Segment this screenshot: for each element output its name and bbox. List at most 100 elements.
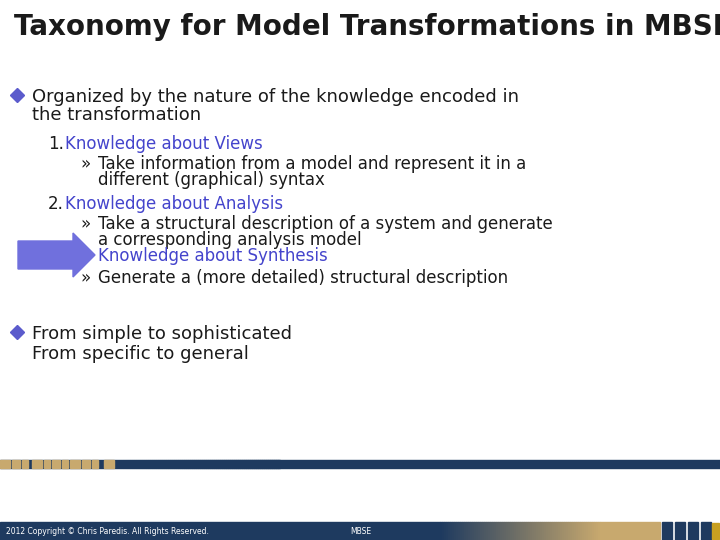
Bar: [268, 460, 270, 468]
Bar: [32, 460, 42, 468]
Bar: [154, 460, 156, 468]
Text: Knowledge about Views: Knowledge about Views: [65, 135, 263, 153]
Text: Take information from a model and represent it in a: Take information from a model and repres…: [98, 155, 526, 173]
Bar: [144, 460, 146, 468]
Bar: [252, 460, 254, 468]
Bar: [488, 522, 490, 540]
Bar: [196, 460, 198, 468]
Bar: [480, 522, 482, 540]
Bar: [232, 460, 234, 468]
Bar: [580, 522, 582, 540]
Bar: [544, 522, 546, 540]
Bar: [594, 522, 596, 540]
Text: 2012 Copyright © Chris Paredis. All Rights Reserved.: 2012 Copyright © Chris Paredis. All Righ…: [6, 526, 209, 536]
Bar: [538, 522, 540, 540]
Bar: [178, 460, 180, 468]
Bar: [240, 460, 242, 468]
Bar: [482, 522, 484, 540]
Bar: [214, 460, 216, 468]
Bar: [218, 460, 220, 468]
Bar: [712, 523, 719, 539]
Bar: [540, 522, 542, 540]
Bar: [574, 522, 576, 540]
Bar: [180, 460, 182, 468]
Bar: [514, 522, 516, 540]
Bar: [486, 522, 488, 540]
Bar: [128, 460, 130, 468]
Bar: [474, 522, 476, 540]
Bar: [146, 460, 148, 468]
Bar: [440, 522, 442, 540]
Bar: [550, 522, 552, 540]
Bar: [204, 460, 206, 468]
Bar: [596, 522, 598, 540]
Bar: [132, 460, 134, 468]
Bar: [662, 522, 672, 540]
Bar: [590, 522, 592, 540]
Bar: [572, 522, 574, 540]
Bar: [138, 460, 140, 468]
Bar: [142, 460, 144, 468]
Bar: [584, 522, 586, 540]
Bar: [688, 522, 698, 540]
Bar: [256, 460, 258, 468]
Bar: [446, 522, 448, 540]
Bar: [560, 522, 562, 540]
Bar: [166, 460, 168, 468]
Bar: [504, 522, 506, 540]
Bar: [0, 460, 10, 468]
Text: »: »: [80, 269, 90, 287]
Bar: [675, 522, 685, 540]
Bar: [264, 460, 266, 468]
Text: a corresponding analysis model: a corresponding analysis model: [98, 231, 361, 249]
Bar: [250, 460, 252, 468]
Bar: [458, 522, 460, 540]
Bar: [122, 460, 124, 468]
Bar: [534, 522, 536, 540]
Text: 1.: 1.: [48, 135, 64, 153]
Bar: [160, 460, 162, 468]
Bar: [262, 460, 264, 468]
Bar: [576, 522, 578, 540]
Bar: [498, 522, 500, 540]
Bar: [52, 460, 60, 468]
Bar: [278, 460, 280, 468]
Bar: [126, 460, 128, 468]
Bar: [170, 460, 172, 468]
Polygon shape: [18, 233, 95, 277]
Bar: [460, 522, 462, 540]
Text: »: »: [80, 215, 90, 233]
Bar: [206, 460, 208, 468]
Bar: [148, 460, 150, 468]
Bar: [464, 522, 466, 540]
Bar: [200, 460, 202, 468]
Bar: [210, 460, 212, 468]
Text: different (graphical) syntax: different (graphical) syntax: [98, 171, 325, 189]
Bar: [164, 460, 166, 468]
Bar: [220, 460, 222, 468]
Bar: [124, 460, 126, 468]
Bar: [562, 522, 564, 540]
Text: From specific to general: From specific to general: [32, 345, 249, 363]
Bar: [266, 460, 268, 468]
Bar: [448, 522, 450, 540]
Bar: [254, 460, 256, 468]
Bar: [552, 522, 554, 540]
Bar: [226, 460, 228, 468]
Bar: [238, 460, 240, 468]
Bar: [518, 522, 520, 540]
Bar: [536, 522, 538, 540]
Bar: [548, 522, 550, 540]
Bar: [222, 460, 224, 468]
Text: Organized by the nature of the knowledge encoded in: Organized by the nature of the knowledge…: [32, 88, 519, 106]
Bar: [701, 522, 711, 540]
Bar: [492, 522, 494, 540]
Bar: [22, 460, 28, 468]
Bar: [452, 522, 454, 540]
Bar: [526, 522, 528, 540]
Bar: [528, 522, 530, 540]
Bar: [198, 460, 200, 468]
Bar: [444, 522, 446, 540]
Text: 2.: 2.: [48, 195, 64, 213]
Bar: [190, 460, 192, 468]
